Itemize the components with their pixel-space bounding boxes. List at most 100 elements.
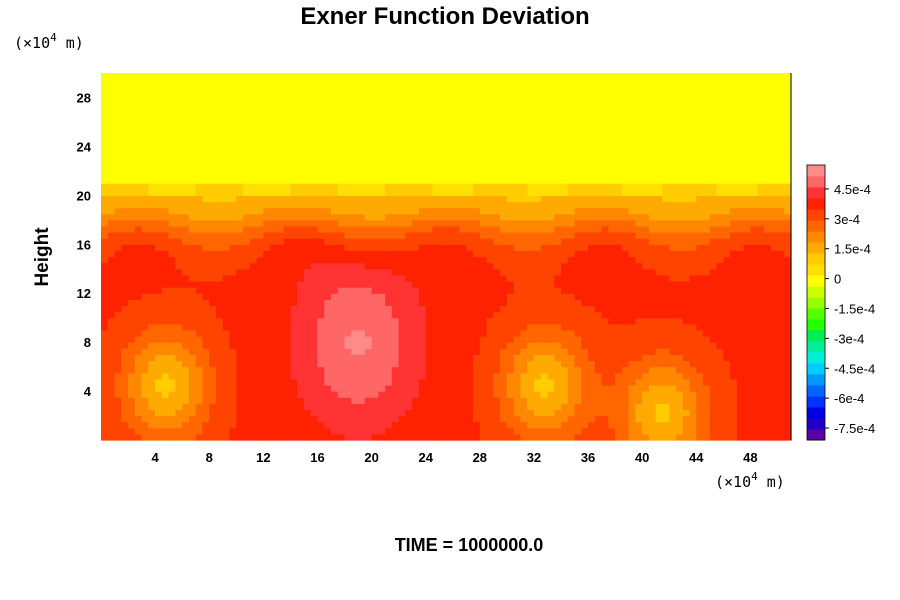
heatmap-cell (648, 323, 657, 331)
heatmap-cell (209, 384, 217, 392)
heatmap-cell (222, 121, 231, 129)
heatmap-cell (378, 360, 386, 368)
heatmap-cell (317, 189, 325, 196)
heatmap-cell (337, 73, 346, 80)
heatmap-cell (276, 323, 285, 331)
heatmap-cell (263, 85, 271, 92)
heatmap-cell (216, 109, 224, 117)
heatmap-cell (364, 189, 373, 196)
heatmap-cell (473, 152, 481, 160)
heatmap-cell (276, 433, 285, 441)
heatmap-cell (412, 238, 420, 245)
heatmap-cell (297, 262, 305, 270)
heatmap-cell (270, 311, 278, 319)
heatmap-cell (276, 170, 285, 178)
heatmap-cell (161, 213, 170, 221)
heatmap-cell (378, 176, 386, 184)
heatmap-cell (195, 299, 204, 307)
heatmap-cell (655, 238, 664, 245)
heatmap-cell (202, 311, 210, 319)
heatmap-cell (128, 225, 136, 233)
heatmap-cell (236, 293, 244, 300)
heatmap-cell (513, 140, 522, 147)
heatmap-cell (432, 250, 440, 258)
heatmap-cell (533, 280, 542, 288)
heatmap-cell (533, 403, 542, 411)
heatmap-cell (195, 336, 204, 343)
heatmap-cell (324, 360, 332, 368)
heatmap-cell (655, 336, 664, 343)
heatmap-cell (628, 305, 637, 313)
heatmap-cell (540, 287, 549, 294)
heatmap-cell (432, 128, 440, 135)
heatmap-cell (290, 146, 298, 154)
heatmap-cell (371, 201, 379, 209)
heatmap-cell (391, 384, 400, 392)
heatmap-cell (209, 195, 217, 203)
heatmap-cell (567, 195, 576, 203)
heatmap-cell (148, 329, 156, 337)
heatmap-cell (114, 238, 122, 245)
heatmap-cell (290, 366, 298, 374)
heatmap-cell (398, 115, 407, 123)
heatmap-cell (283, 73, 292, 80)
heatmap-cell (561, 348, 569, 355)
heatmap-cell (520, 170, 528, 178)
heatmap-cell (506, 354, 515, 362)
heatmap-cell (351, 262, 359, 270)
heatmap-cell (594, 85, 603, 92)
heatmap-cell (459, 170, 467, 178)
heatmap-cell (263, 397, 271, 404)
heatmap-cell (621, 299, 630, 307)
heatmap-cell (317, 152, 325, 160)
heatmap-cell (547, 164, 555, 172)
heatmap-cell (344, 176, 352, 184)
heatmap-cell (554, 121, 562, 129)
heatmap-cell (337, 256, 346, 264)
heatmap-cell (412, 336, 420, 343)
heatmap-cell (432, 372, 440, 380)
heatmap-cell (209, 244, 217, 251)
heatmap-cell (628, 121, 637, 129)
heatmap-cell (486, 134, 494, 141)
heatmap-cell (310, 152, 319, 160)
heatmap-cell (581, 287, 589, 294)
heatmap-cell (209, 348, 217, 355)
heatmap-cell (574, 115, 582, 123)
heatmap-cell (594, 176, 603, 184)
heatmap-cell (642, 299, 650, 307)
heatmap-cell (276, 183, 285, 190)
heatmap-cell (513, 103, 522, 111)
heatmap-cell (351, 336, 359, 343)
heatmap-cell (513, 280, 522, 288)
heatmap-cell (527, 415, 535, 423)
heatmap-cell (439, 201, 447, 209)
heatmap-cell (276, 421, 285, 429)
heatmap-cell (114, 415, 122, 423)
heatmap-cell (588, 115, 596, 123)
heatmap-cell (134, 427, 143, 435)
heatmap-cell (175, 189, 183, 196)
heatmap-cell (141, 109, 149, 117)
heatmap-cell (533, 97, 542, 105)
heatmap-cell (101, 348, 109, 355)
heatmap-cell (655, 195, 664, 203)
heatmap-cell (283, 256, 292, 264)
heatmap-cell (547, 183, 555, 190)
heatmap-cell (155, 85, 163, 92)
heatmap-cell (175, 274, 183, 282)
heatmap-cell (398, 336, 407, 343)
heatmap-cell (297, 433, 305, 441)
heatmap-cell (236, 342, 244, 349)
heatmap-cell (513, 146, 522, 154)
heatmap-cell (473, 268, 481, 276)
heatmap-cell (479, 232, 488, 239)
heatmap-cell (615, 403, 623, 411)
heatmap-cell (337, 262, 346, 270)
heatmap-cell (175, 280, 183, 288)
heatmap-cell (621, 421, 630, 429)
heatmap-cell (236, 323, 244, 331)
heatmap-cell (202, 280, 210, 288)
heatmap-cell (628, 201, 637, 209)
heatmap-cell (635, 268, 643, 276)
